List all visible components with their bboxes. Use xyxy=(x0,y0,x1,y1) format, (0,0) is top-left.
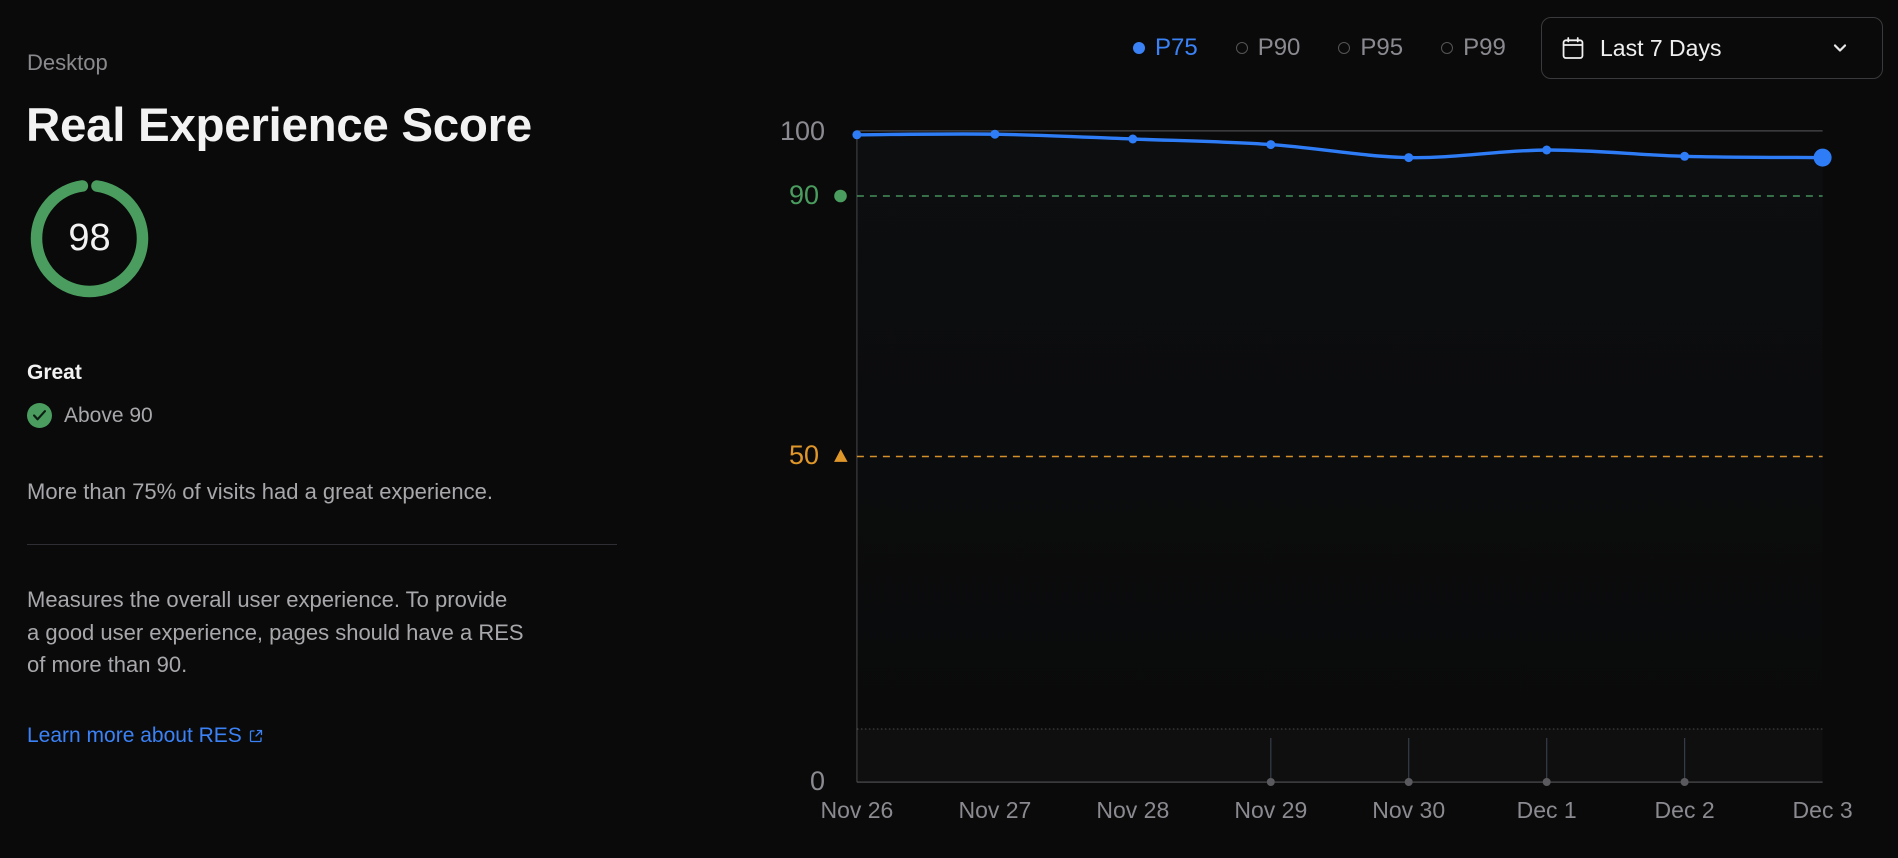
svg-text:0: 0 xyxy=(810,766,825,796)
svg-text:100: 100 xyxy=(780,116,825,146)
svg-text:Nov 30: Nov 30 xyxy=(1372,797,1445,823)
svg-text:Dec 3: Dec 3 xyxy=(1793,797,1853,823)
svg-text:Nov 27: Nov 27 xyxy=(958,797,1031,823)
svg-text:Dec 2: Dec 2 xyxy=(1655,797,1715,823)
svg-text:Nov 29: Nov 29 xyxy=(1234,797,1307,823)
svg-text:Nov 26: Nov 26 xyxy=(820,797,893,823)
svg-text:Dec 1: Dec 1 xyxy=(1517,797,1577,823)
svg-text:Nov 28: Nov 28 xyxy=(1096,797,1169,823)
svg-text:90: 90 xyxy=(789,180,819,210)
svg-text:50: 50 xyxy=(789,440,819,470)
